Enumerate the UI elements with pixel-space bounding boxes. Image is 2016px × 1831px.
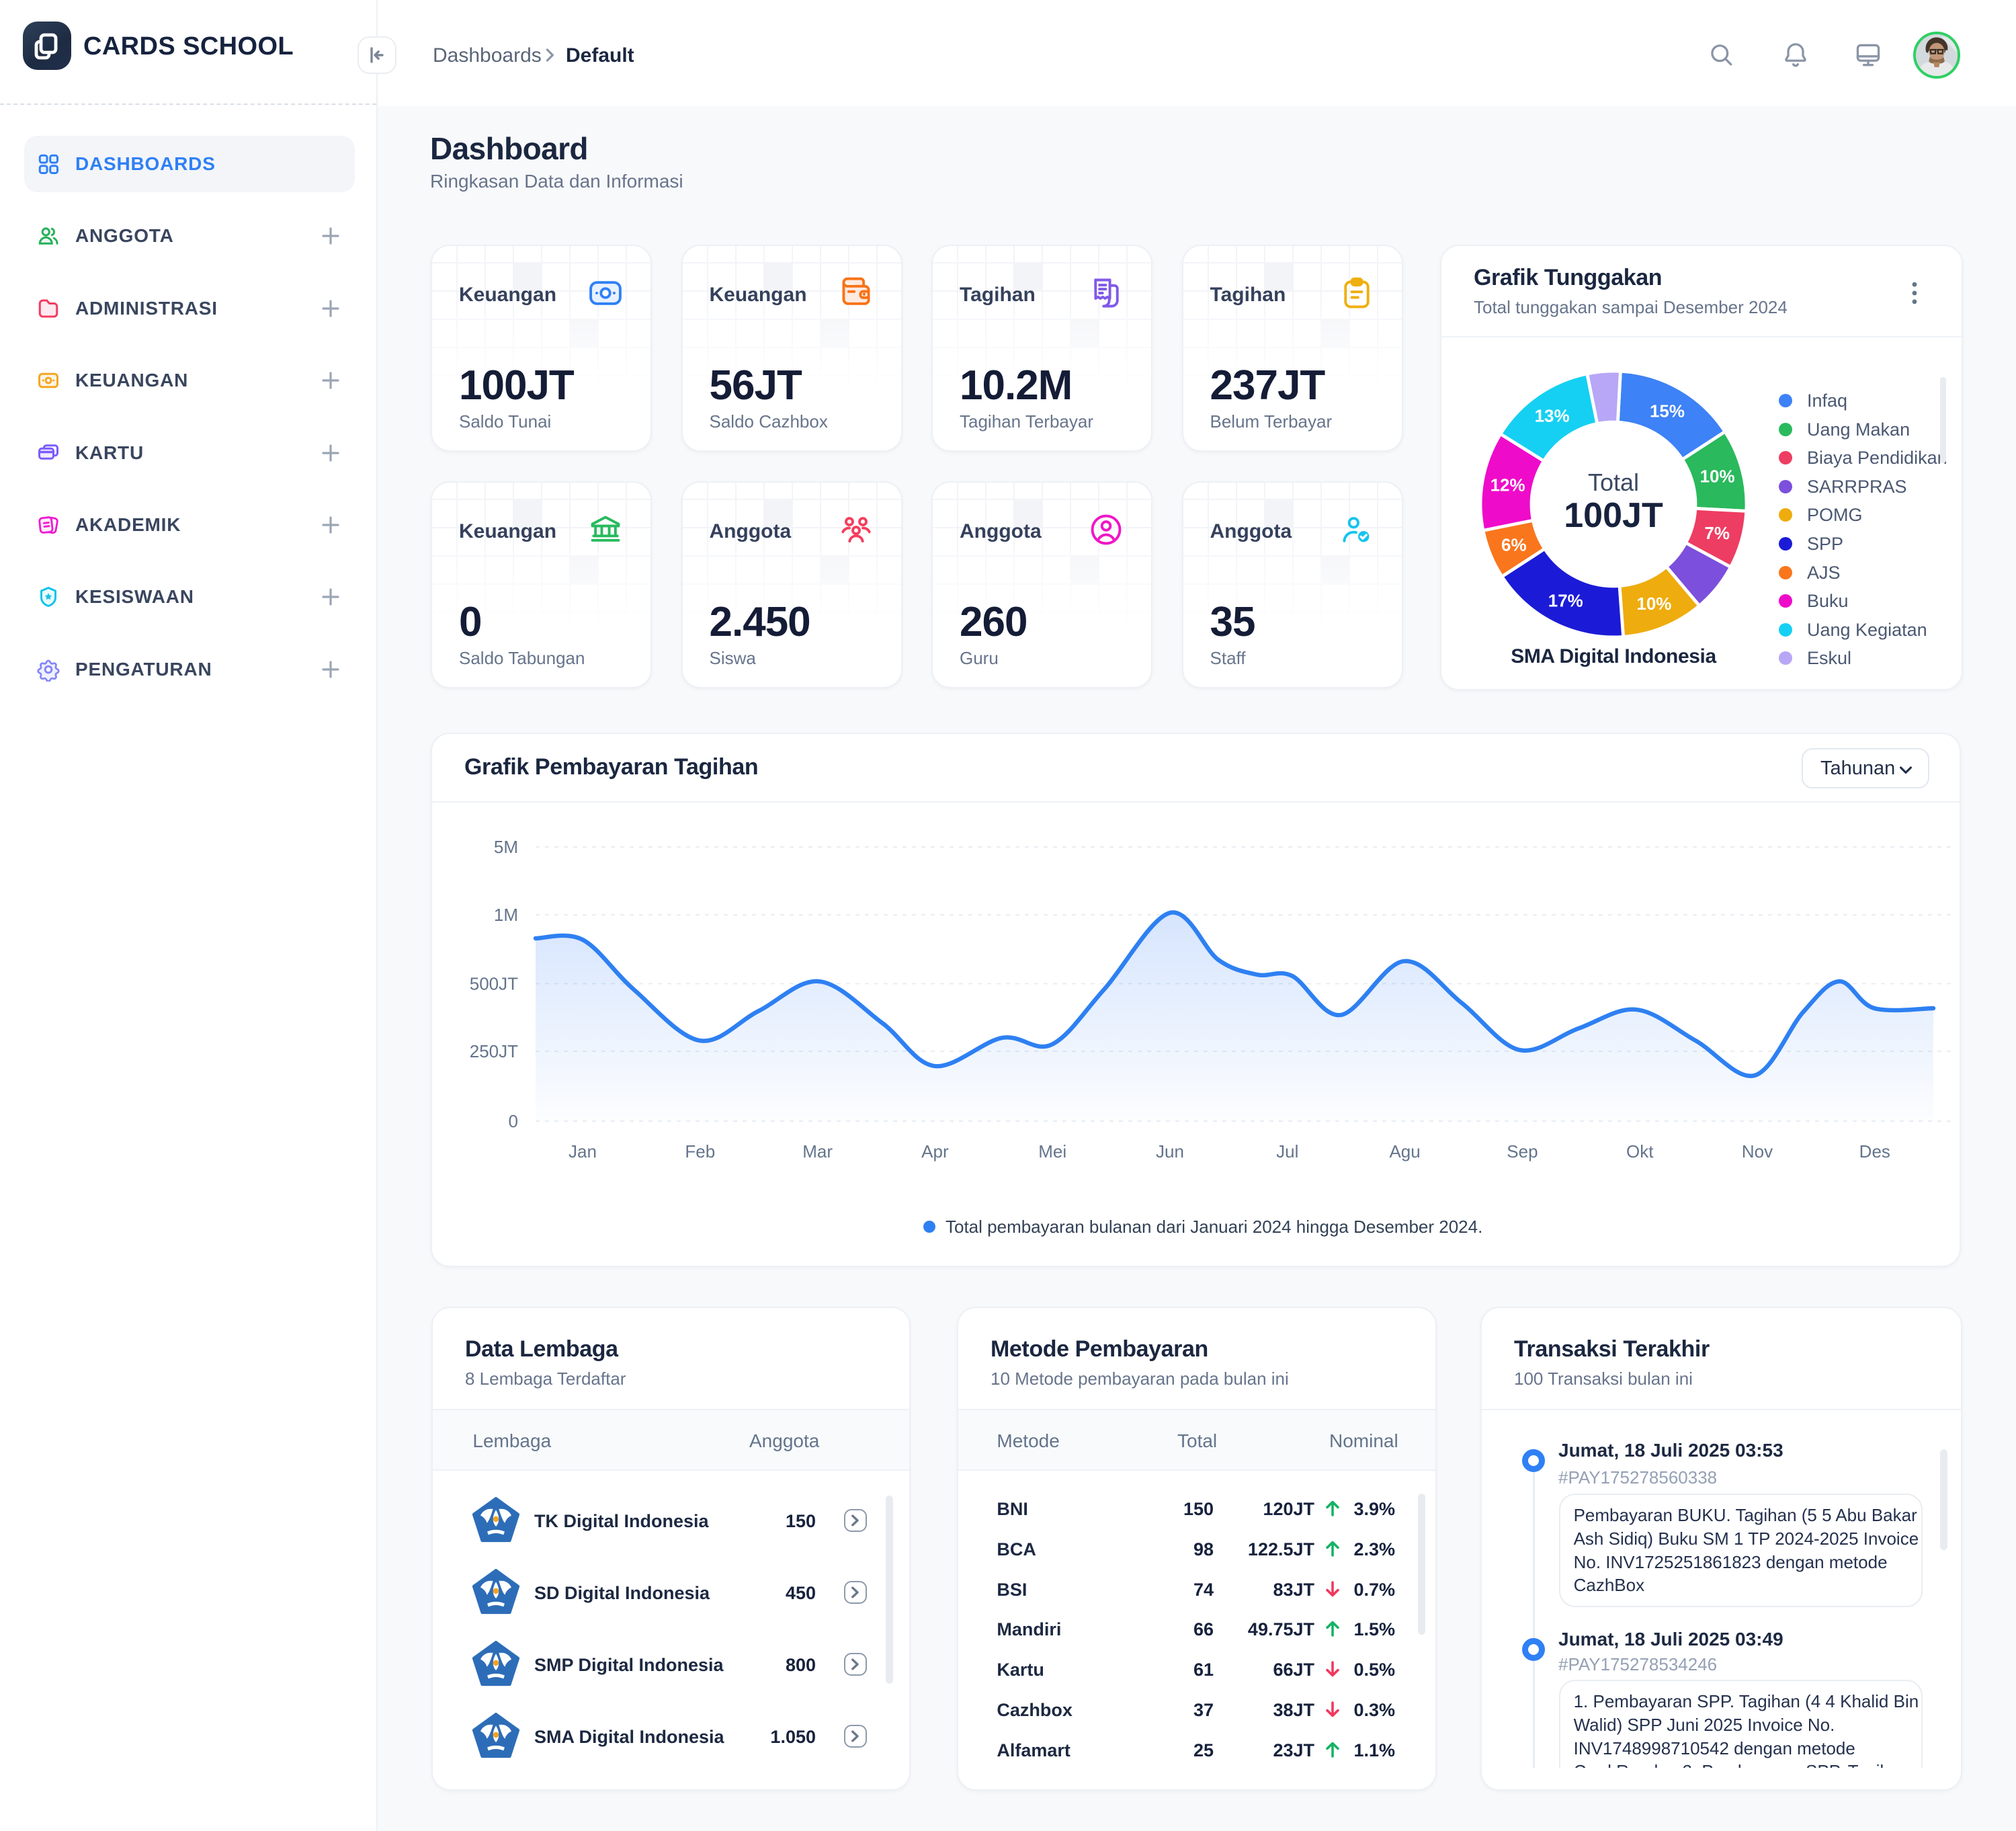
svg-text:Des: Des <box>1859 1141 1890 1162</box>
svg-text:Nov: Nov <box>1742 1141 1773 1162</box>
svg-text:13%: 13% <box>1535 406 1570 426</box>
svg-text:100JT: 100JT <box>1564 496 1663 535</box>
svg-text:Mei: Mei <box>1038 1141 1066 1162</box>
svg-text:Feb: Feb <box>685 1141 715 1162</box>
svg-text:5M: 5M <box>494 837 518 857</box>
svg-text:0: 0 <box>509 1111 518 1131</box>
svg-text:Agu: Agu <box>1389 1141 1420 1162</box>
svg-text:15%: 15% <box>1650 401 1685 421</box>
svg-text:Jun: Jun <box>1156 1141 1184 1162</box>
svg-text:17%: 17% <box>1548 590 1583 610</box>
svg-text:Jan: Jan <box>569 1141 597 1162</box>
svg-text:6%: 6% <box>1501 534 1527 555</box>
svg-text:Jul: Jul <box>1276 1141 1298 1162</box>
svg-text:Apr: Apr <box>921 1141 949 1162</box>
svg-text:10%: 10% <box>1700 466 1735 487</box>
svg-text:10%: 10% <box>1636 594 1671 614</box>
svg-text:SMA Digital Indonesia: SMA Digital Indonesia <box>1511 645 1716 667</box>
svg-text:500JT: 500JT <box>470 973 518 993</box>
svg-text:Mar: Mar <box>802 1141 833 1162</box>
svg-text:Total pembayaran bulanan dari: Total pembayaran bulanan dari Januari 20… <box>946 1217 1482 1237</box>
svg-text:Sep: Sep <box>1507 1141 1538 1162</box>
svg-text:7%: 7% <box>1704 523 1730 543</box>
svg-text:1M: 1M <box>494 905 518 925</box>
svg-text:Okt: Okt <box>1626 1141 1654 1162</box>
svg-text:Total: Total <box>1588 469 1639 496</box>
svg-text:250JT: 250JT <box>470 1041 518 1061</box>
svg-text:12%: 12% <box>1490 475 1525 495</box>
